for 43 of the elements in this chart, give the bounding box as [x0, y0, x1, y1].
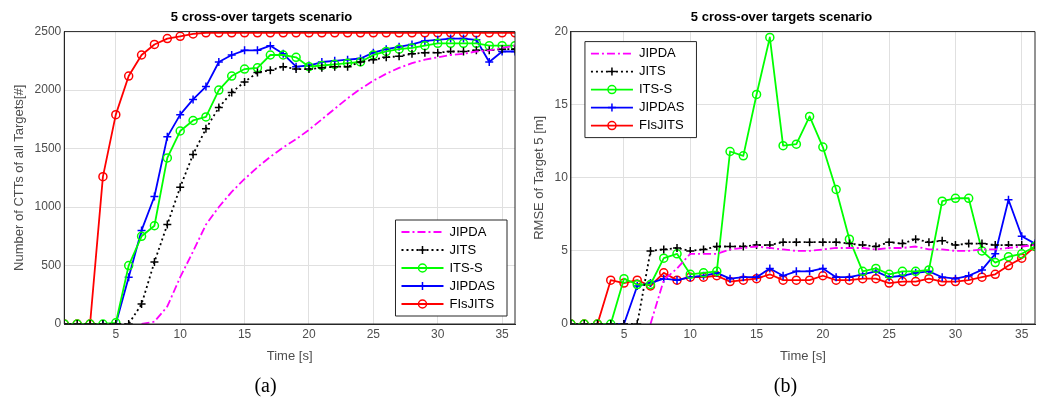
y-tick-label: 10 — [554, 170, 569, 185]
x-tick-label: 15 — [237, 326, 252, 341]
chart-title: 5 cross-over targets scenario — [170, 9, 353, 25]
x-axis-title: Time [s] — [780, 347, 826, 363]
y-tick-label: 5 — [561, 243, 569, 258]
x-tick-label: 20 — [816, 326, 830, 341]
legend-label: JIPDA — [638, 45, 677, 61]
legend-label: FIsJITS — [638, 117, 685, 133]
legend-label: JITS — [449, 241, 477, 257]
text: (a) — [254, 374, 277, 397]
y-tick-label: 0 — [54, 316, 62, 331]
x-tick-label: 30 — [948, 326, 963, 341]
legend-label: FIsJITS — [449, 295, 495, 311]
x-tick-label: 35 — [495, 326, 510, 341]
x-tick-label: 35 — [1015, 326, 1029, 341]
x-tick-label: 5 — [112, 326, 120, 341]
legend-label: ITS-S — [449, 259, 484, 275]
y-tick-label: 500 — [41, 257, 62, 272]
y-tick-label: 20 — [554, 23, 569, 38]
legend-label: JIPDAS — [638, 99, 685, 115]
x-tick-label: 20 — [302, 326, 316, 341]
y-axis-title: RMSE of Target 5 [m] — [531, 115, 547, 240]
legend-label: JIPDAS — [449, 277, 496, 293]
x-tick-label: 25 — [882, 326, 897, 341]
legend-label: ITS-S — [638, 81, 673, 97]
y-tick-label: 1500 — [34, 140, 62, 155]
x-tick-label: 30 — [431, 326, 445, 341]
x-tick-label: 25 — [366, 326, 381, 341]
y-tick-label: 2000 — [34, 82, 62, 97]
x-tick-label: 10 — [173, 326, 188, 341]
legend-label: JITS — [638, 63, 666, 79]
legend-label: JIPDA — [449, 223, 487, 239]
x-tick-label: 15 — [749, 326, 764, 341]
chart-title: 5 cross-over targets scenario — [690, 9, 873, 25]
y-tick-label: 15 — [554, 97, 569, 112]
y-axis-title: Number of CTTs of all Targets[#] — [11, 84, 27, 271]
x-axis-title: Time [s] — [266, 347, 313, 363]
y-tick-label: 2500 — [34, 23, 62, 38]
y-tick-label: 0 — [561, 316, 569, 331]
y-tick-label: 1000 — [34, 199, 62, 214]
x-tick-label: 5 — [620, 326, 628, 341]
text: (b) — [773, 374, 798, 397]
x-tick-label: 10 — [683, 326, 698, 341]
